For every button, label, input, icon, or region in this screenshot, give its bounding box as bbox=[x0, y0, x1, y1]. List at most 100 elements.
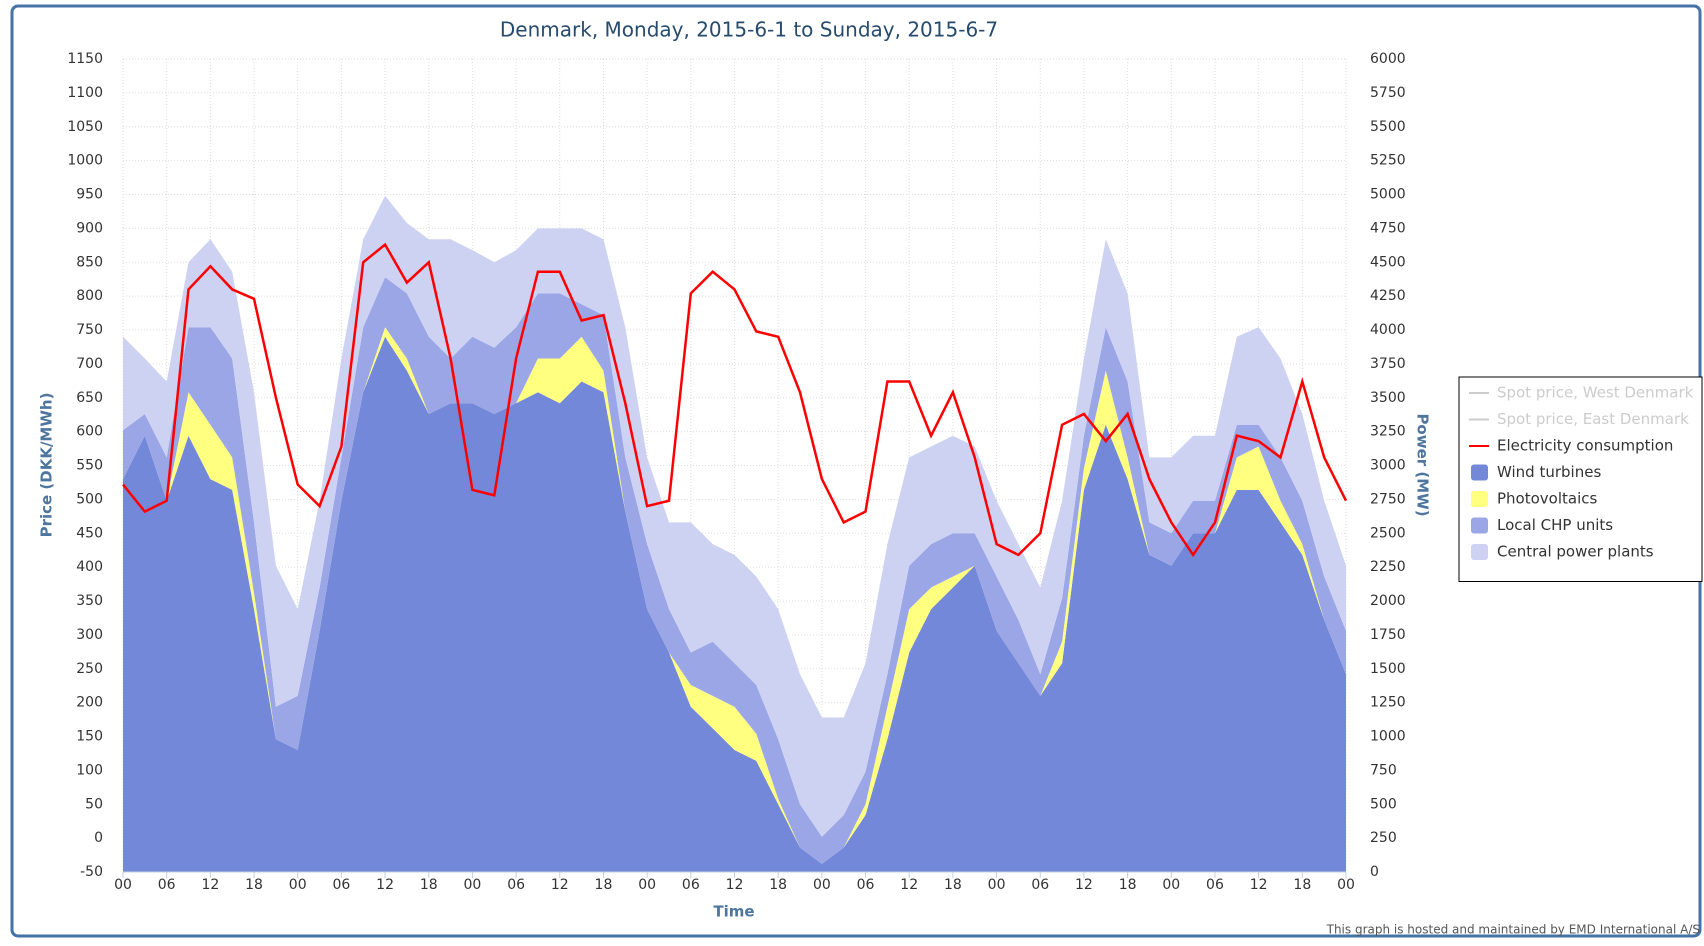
legend-symbol bbox=[1471, 464, 1488, 481]
x-tick-label: 12 bbox=[1075, 877, 1093, 893]
x-tick-label: 00 bbox=[988, 877, 1006, 893]
y2-tick-label: 3750 bbox=[1370, 356, 1406, 372]
legend-label[interactable]: Spot price, East Denmark bbox=[1497, 410, 1689, 428]
y-tick-label: -50 bbox=[80, 864, 103, 880]
y-tick-label: 150 bbox=[76, 729, 103, 745]
y-tick-label: 750 bbox=[76, 322, 103, 338]
legend-symbol bbox=[1471, 517, 1488, 534]
x-tick-label: 12 bbox=[551, 877, 569, 893]
x-tick-label: 12 bbox=[1250, 877, 1268, 893]
y-tick-label: 100 bbox=[76, 762, 103, 778]
y-tick-label: 1150 bbox=[67, 51, 103, 67]
legend-label[interactable]: Central power plants bbox=[1497, 543, 1654, 561]
x-tick-label: 18 bbox=[1293, 877, 1311, 893]
x-tick-label: 00 bbox=[114, 877, 132, 893]
y2-axis-title: Power (MW) bbox=[1414, 413, 1432, 516]
y-tick-label: 700 bbox=[76, 356, 103, 372]
axes-layer: -50 0 50 100 150 200 250 300 350 400 450 500 550 600 6… bbox=[67, 51, 1405, 893]
y-tick-label: 600 bbox=[76, 424, 103, 440]
y-tick-label: 900 bbox=[76, 220, 103, 236]
y-tick-label: 50 bbox=[85, 796, 103, 812]
y2-tick-label: 1750 bbox=[1370, 627, 1406, 643]
y2-tick-label: 5000 bbox=[1370, 187, 1406, 203]
y2-tick-label: 500 bbox=[1370, 796, 1397, 812]
x-tick-label: 00 bbox=[813, 877, 831, 893]
y2-tick-label: 4750 bbox=[1370, 220, 1406, 236]
grid-layer bbox=[122, 58, 1347, 873]
legend-label[interactable]: Local CHP units bbox=[1497, 516, 1613, 534]
chart-title: Denmark, Monday, 2015-6-1 to Sunday, 201… bbox=[500, 18, 998, 42]
x-tick-label: 18 bbox=[1119, 877, 1137, 893]
x-tick-label: 12 bbox=[726, 877, 744, 893]
y2-tick-label: 5500 bbox=[1370, 119, 1406, 135]
x-axis-title: Time bbox=[713, 903, 754, 921]
x-tick-label: 12 bbox=[900, 877, 918, 893]
y-tick-label: 1000 bbox=[67, 153, 103, 169]
x-tick-label: 18 bbox=[944, 877, 962, 893]
x-tick-label: 12 bbox=[376, 877, 394, 893]
area bbox=[123, 336, 1346, 872]
legend-label[interactable]: Wind turbines bbox=[1497, 463, 1601, 481]
x-tick-label: 00 bbox=[1337, 877, 1355, 893]
y-tick-label: 400 bbox=[76, 559, 103, 575]
y-tick-label: 650 bbox=[76, 390, 103, 406]
x-tick-label: 06 bbox=[158, 877, 176, 893]
y2-tick-label: 4500 bbox=[1370, 254, 1406, 270]
y-tick-label: 800 bbox=[76, 288, 103, 304]
x-tick-label: 06 bbox=[1031, 877, 1049, 893]
y2-tick-label: 250 bbox=[1370, 830, 1397, 846]
x-tick-label: 18 bbox=[245, 877, 263, 893]
y-tick-label: 950 bbox=[76, 187, 103, 203]
y-tick-label: 350 bbox=[76, 593, 103, 609]
y2-tick-label: 3000 bbox=[1370, 458, 1406, 474]
legend-label[interactable]: Spot price, West Denmark bbox=[1497, 384, 1694, 402]
line bbox=[122, 242, 1348, 558]
x-tick-label: 06 bbox=[857, 877, 875, 893]
y2-tick-label: 2000 bbox=[1370, 593, 1406, 609]
legend: Spot price, West Denmark Spot price, East… bbox=[1458, 376, 1703, 582]
x-tick-label: 06 bbox=[332, 877, 350, 893]
y2-tick-label: 4000 bbox=[1370, 322, 1406, 338]
y-tick-label: 1100 bbox=[67, 85, 103, 101]
legend-symbol bbox=[1471, 491, 1488, 507]
marks-layer bbox=[122, 195, 1348, 872]
y-tick-label: 550 bbox=[76, 458, 103, 474]
legend-symbol bbox=[1471, 544, 1488, 560]
x-tick-label: 06 bbox=[682, 877, 700, 893]
x-tick-label: 00 bbox=[464, 877, 482, 893]
y-axis-title: Price (DKK/MWh) bbox=[38, 393, 56, 538]
x-tick-label: 18 bbox=[420, 877, 438, 893]
x-tick-label: 18 bbox=[769, 877, 787, 893]
y-tick-label: 200 bbox=[76, 695, 103, 711]
y2-tick-label: 0 bbox=[1370, 864, 1379, 880]
x-tick-label: 00 bbox=[1162, 877, 1180, 893]
y2-tick-label: 5250 bbox=[1370, 153, 1406, 169]
y2-tick-label: 750 bbox=[1370, 762, 1397, 778]
legend-label[interactable]: Photovoltaics bbox=[1497, 490, 1597, 508]
y2-tick-label: 4250 bbox=[1370, 288, 1406, 304]
y-tick-label: 0 bbox=[94, 830, 103, 846]
y2-tick-label: 5750 bbox=[1370, 85, 1406, 101]
y2-tick-label: 3500 bbox=[1370, 390, 1406, 406]
y-tick-label: 300 bbox=[76, 627, 103, 643]
x-tick-label: 00 bbox=[289, 877, 307, 893]
y-tick-label: 250 bbox=[76, 661, 103, 677]
y-tick-label: 850 bbox=[76, 254, 103, 270]
y2-tick-label: 6000 bbox=[1370, 51, 1406, 67]
y-tick-label: 450 bbox=[76, 525, 103, 541]
x-tick-label: 12 bbox=[201, 877, 219, 893]
x-tick-label: 00 bbox=[638, 877, 656, 893]
y2-tick-label: 1250 bbox=[1370, 695, 1406, 711]
legend-label[interactable]: Electricity consumption bbox=[1497, 437, 1673, 455]
legend-box bbox=[1458, 376, 1703, 582]
y2-tick-label: 2500 bbox=[1370, 525, 1406, 541]
credit: This graph is hosted and maintained by E… bbox=[1326, 923, 1700, 937]
y-tick-label: 500 bbox=[76, 491, 103, 507]
y2-tick-label: 1000 bbox=[1370, 729, 1406, 745]
y2-tick-label: 2750 bbox=[1370, 491, 1406, 507]
y2-tick-label: 2250 bbox=[1370, 559, 1406, 575]
y-tick-label: 1050 bbox=[67, 119, 103, 135]
x-tick-label: 18 bbox=[595, 877, 613, 893]
x-tick-label: 06 bbox=[507, 877, 525, 893]
